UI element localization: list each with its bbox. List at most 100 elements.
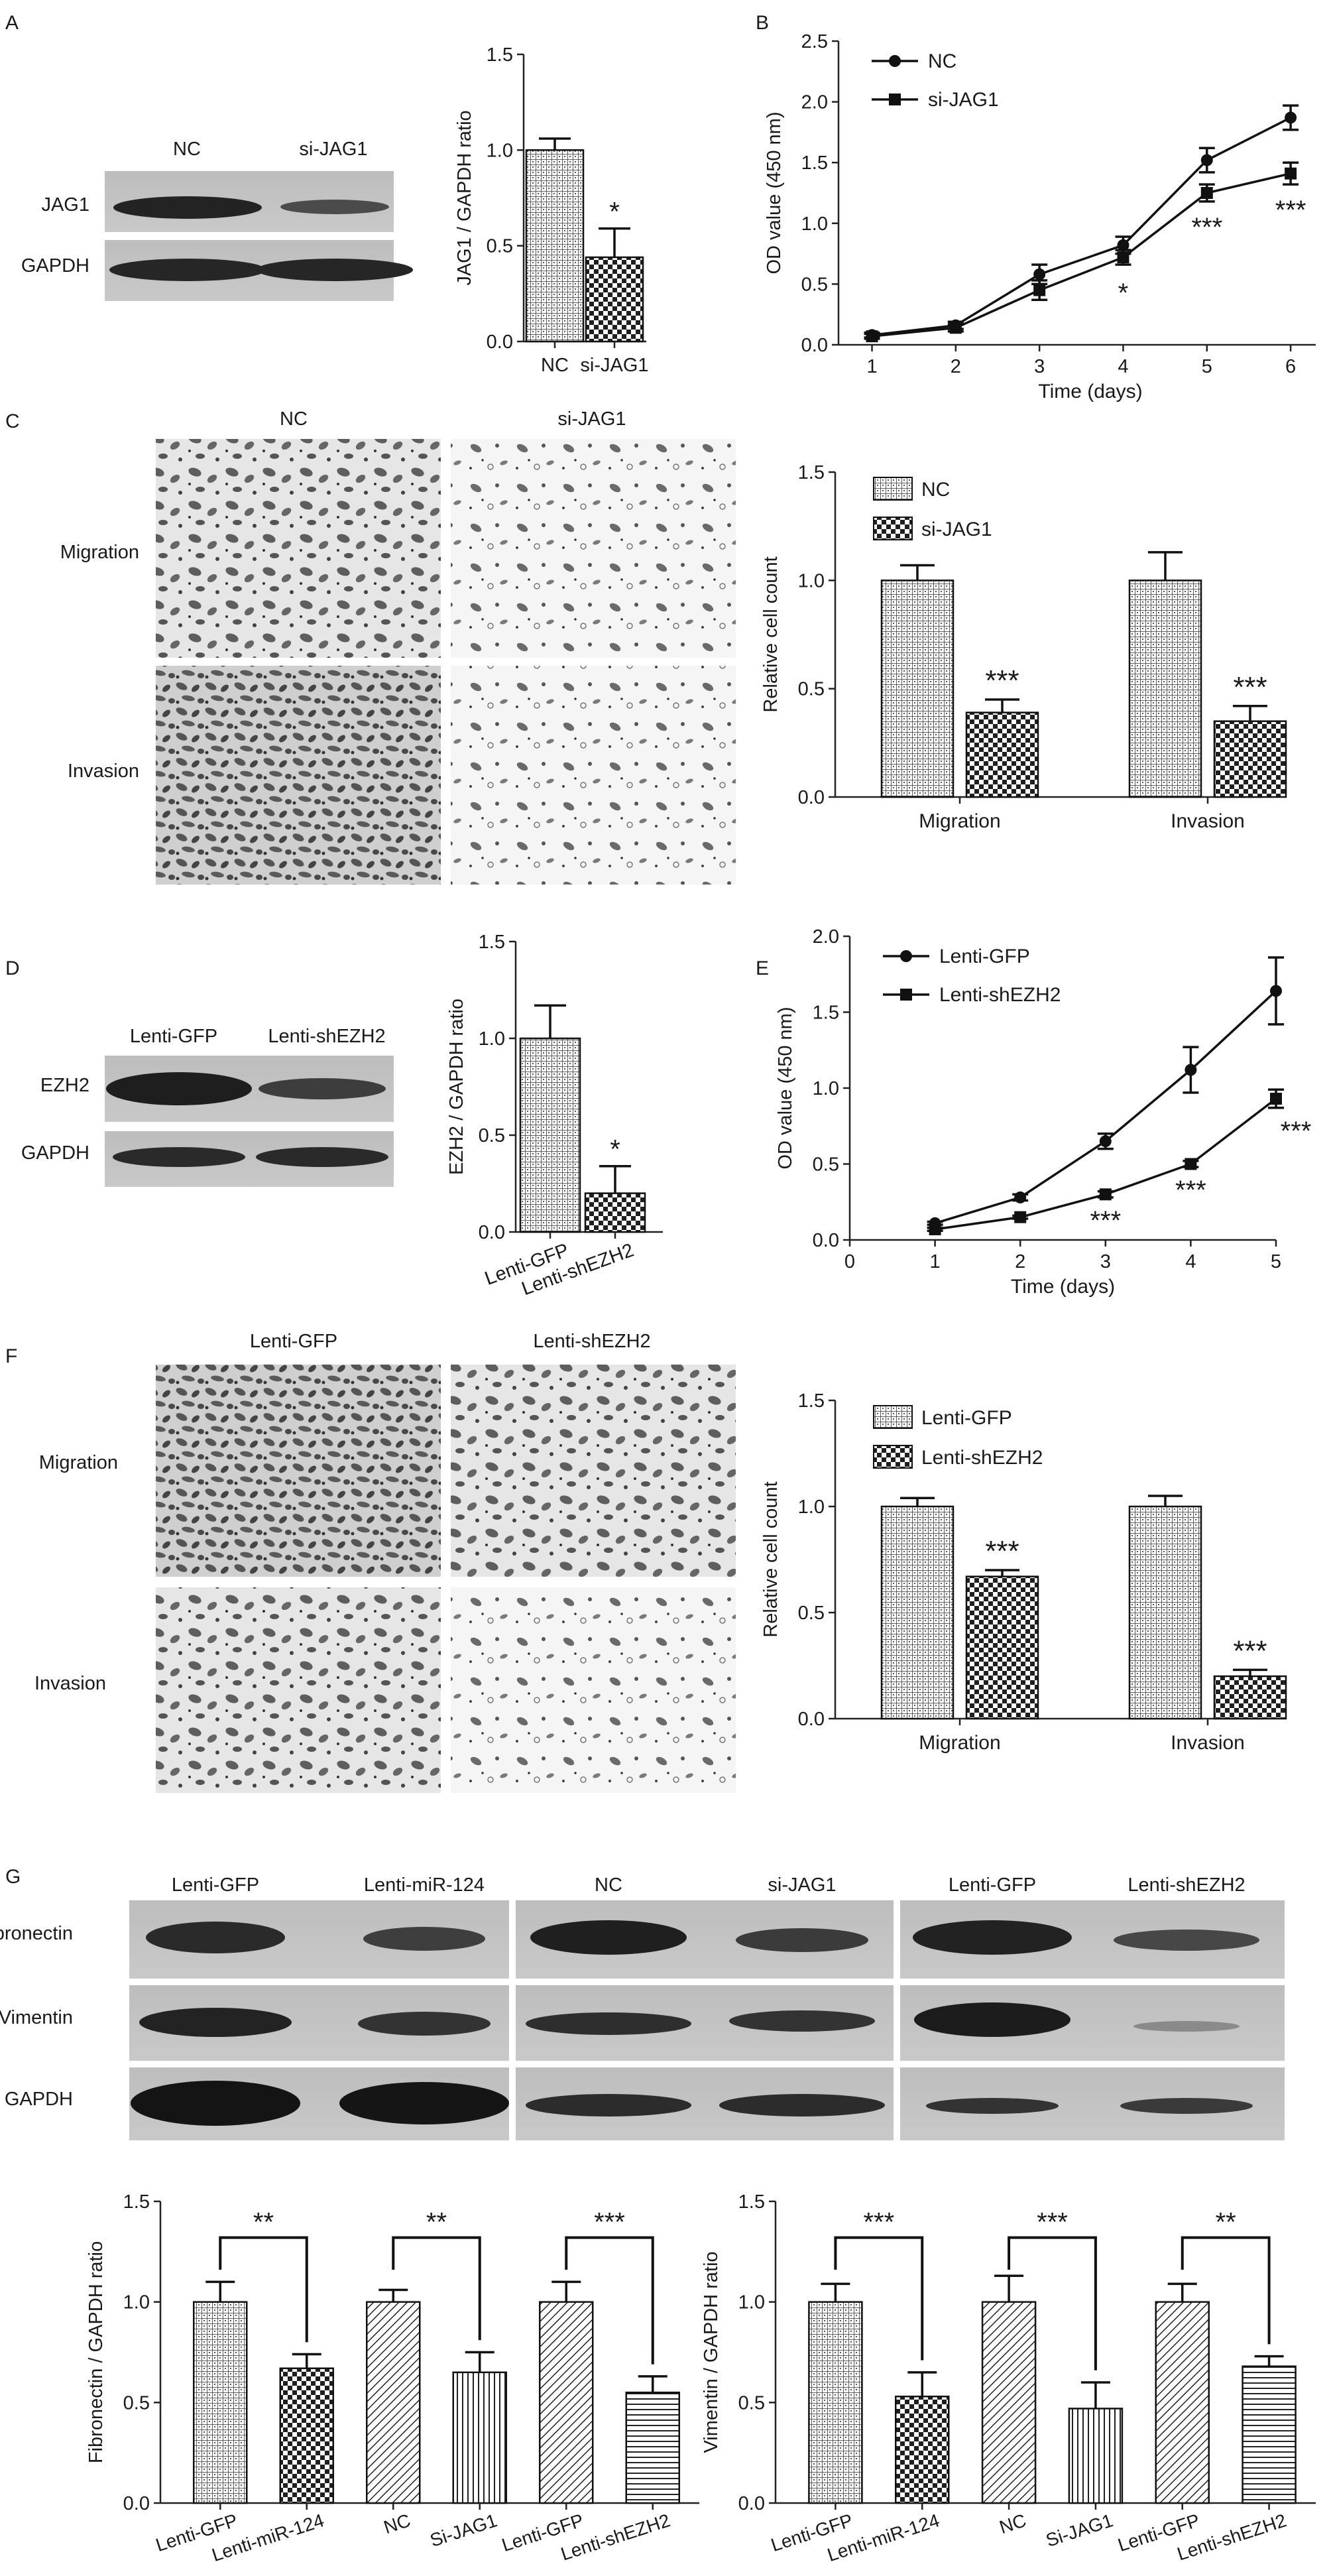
y-tick-label: 1.0 [798, 570, 825, 591]
significance-bracket [392, 2236, 481, 2341]
micrographs-f: Lenti-GFP Lenti-shEZH2 Migration Invasio… [34, 1331, 736, 1793]
legend-swatch [873, 1405, 913, 1429]
chart-b-line: 0.0 0.5 1.0 1.5 2.0 2.5 OD value (450 nm) 1 2 3 4 5… [764, 31, 1316, 402]
blot-g-band [526, 2094, 691, 2116]
y-tick-label: 1.5 [798, 1390, 825, 1412]
x-tick-label: Si-JAG1 [1043, 2510, 1116, 2551]
data-point [866, 330, 878, 343]
blot-a-row-2: GAPDH [21, 255, 89, 276]
blot-g-lane-6: Lenti-shEZH2 [1128, 1874, 1245, 1896]
blot-g-band [530, 1920, 687, 1955]
y-tick-label: 0.5 [801, 274, 828, 295]
panel-label-a: A [5, 12, 19, 34]
blot-g-lane-3: NC [595, 1874, 622, 1896]
y-tick-label: 1.0 [479, 1028, 505, 1050]
significance-label: *** [863, 2208, 894, 2237]
data-point [1200, 187, 1213, 199]
micro-f-col-1: Lenti-GFP [250, 1331, 337, 1352]
significance-label: *** [985, 664, 1019, 697]
data-point [1270, 985, 1282, 997]
blot-g-band [729, 2010, 875, 2032]
blot-g-band [914, 2002, 1071, 2037]
blot-a-lane-2: si-JAG1 [299, 139, 367, 160]
micrograph-f-migration-gfp [156, 1365, 441, 1577]
blot-g: Lenti-GFP Lenti-miR-124 NC si-JAG1 Lenti… [0, 1874, 1285, 2140]
y-tick-label: 0.5 [487, 236, 513, 257]
data-point [1099, 1135, 1112, 1148]
significance-label: * [610, 1135, 620, 1164]
significance-label: *** [1037, 2208, 1068, 2237]
bar [525, 149, 585, 343]
data-point [1033, 284, 1046, 296]
y-tick-label: 1.5 [813, 1003, 839, 1024]
y-tick-label: 0.0 [798, 1709, 825, 1730]
micro-f-col-2: Lenti-shEZH2 [533, 1331, 650, 1352]
legend-label: NC [928, 50, 956, 72]
y-axis-label: EZH2 / GAPDH ratio [446, 999, 467, 1175]
x-tick-label: 1 [930, 1251, 941, 1272]
panel-label-b: B [756, 12, 769, 34]
y-axis-label: Fibronectin / GAPDH ratio [86, 2241, 107, 2463]
y-tick-label: 1.0 [801, 214, 828, 235]
y-axis-label: JAG1 / GAPDH ratio [454, 110, 475, 285]
data-point [1285, 111, 1297, 124]
bar [452, 2371, 507, 2504]
y-tick-label: 2.0 [813, 926, 839, 948]
data-point [1117, 251, 1129, 264]
micrograph-c-invasion-sijag1 [451, 666, 736, 885]
y-axis-label: OD value (450 nm) [764, 112, 785, 275]
x-tick-label: NC [381, 2510, 413, 2538]
blot-g-band [1114, 1930, 1259, 1951]
data-point [1014, 1211, 1027, 1223]
blot-d-band [106, 1072, 252, 1105]
x-tick-label: 1 [866, 356, 877, 377]
bar [808, 2301, 863, 2504]
blot-g-row-2: Vimentin [0, 2007, 73, 2028]
x-tick-label: 3 [1100, 1251, 1111, 1272]
legend-label: si-JAG1 [928, 89, 999, 111]
blot-g-band [736, 1928, 868, 1952]
micrograph-f-invasion-shezh2 [451, 1587, 736, 1793]
micrograph-c-migration-nc [156, 439, 441, 658]
chart-c-bar: 0.0 0.5 1.0 1.5 Relative cell count *** Migrat… [760, 462, 1287, 832]
micro-f-row-1: Migration [39, 1452, 118, 1473]
series-line [935, 990, 1277, 1225]
x-tick-label: 4 [1185, 1251, 1196, 1272]
significance-bracket [834, 2236, 924, 2361]
micrograph-f-migration-shezh2 [451, 1365, 736, 1577]
x-tick-label: 2 [1015, 1251, 1025, 1272]
bar [366, 2301, 421, 2504]
significance-label: *** [1233, 671, 1267, 704]
data-point [929, 1223, 941, 1235]
x-tick-label: 2 [951, 356, 961, 377]
x-tick-label: NC [997, 2510, 1029, 2538]
data-point [949, 322, 962, 334]
blot-g-band [139, 2008, 292, 2037]
data-point [1270, 1093, 1282, 1105]
significance-label: *** [1275, 196, 1306, 225]
y-tick-label: 1.0 [813, 1078, 839, 1099]
bar [1213, 720, 1287, 798]
significance-label: *** [1281, 1117, 1312, 1146]
micrograph-f-invasion-gfp [156, 1587, 441, 1793]
blot-g-lane-2: Lenti-miR-124 [364, 1874, 485, 1896]
blot-g-lane-5: Lenti-GFP [949, 1874, 1036, 1896]
significance-label: ** [426, 2208, 447, 2237]
legend-swatch [873, 1445, 913, 1469]
blot-d-band [113, 1147, 245, 1167]
significance-label: ** [253, 2208, 274, 2237]
significance-label: *** [985, 1535, 1019, 1567]
y-tick-label: 1.5 [801, 153, 828, 174]
x-tick-label: NC [541, 355, 569, 376]
bar [1242, 2365, 1297, 2504]
blot-g-band [719, 2094, 885, 2116]
micrographs-c: NC si-JAG1 Migration Invasion [60, 408, 736, 885]
blot-g-band [363, 1927, 485, 1951]
blot-a-row-1: JAG1 [41, 194, 89, 215]
bar [880, 580, 955, 798]
data-point [1099, 1188, 1112, 1201]
blot-g-band [913, 1920, 1072, 1955]
legend-marker [900, 989, 912, 1001]
blot-d-lane-1: Lenti-GFP [130, 1026, 217, 1047]
